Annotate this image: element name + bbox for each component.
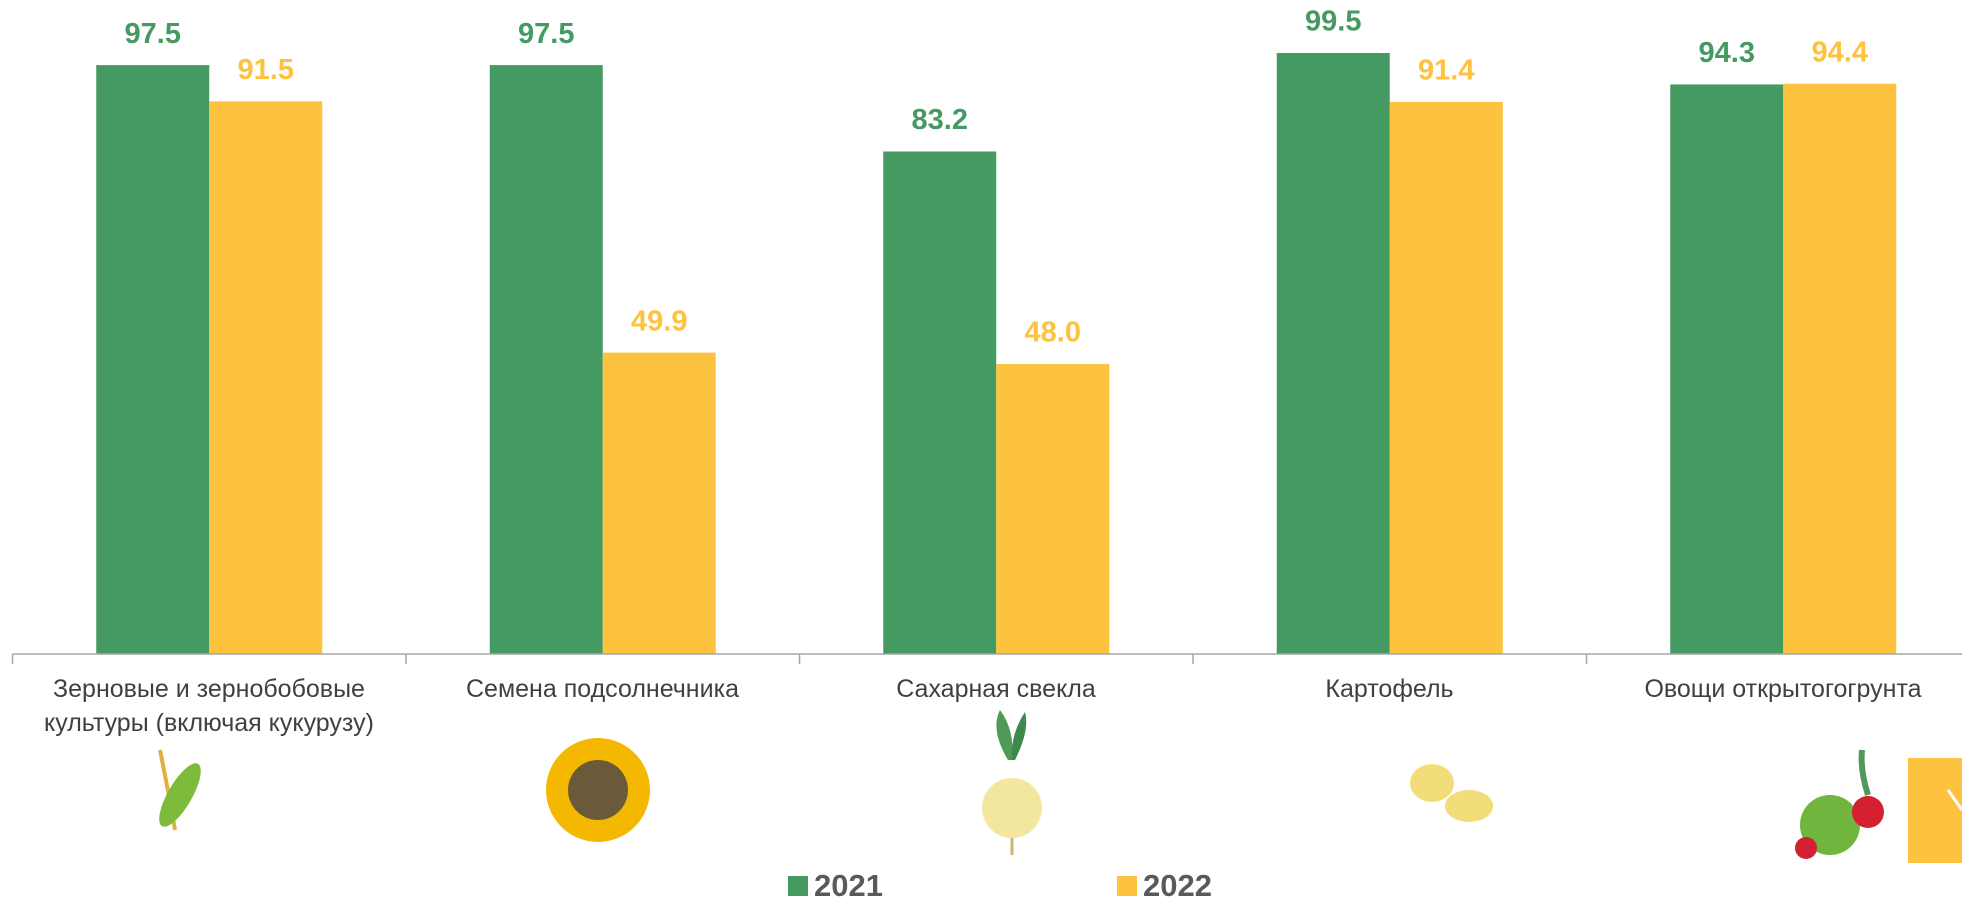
chart: 97.5 91.5 97.5 49.9 83.2 48.0 99.5 91.4 94.3 94.4… <box>0 0 1962 903</box>
value-label: 91.5 <box>238 54 294 86</box>
next-button[interactable] <box>1908 758 1962 863</box>
legend-swatch <box>1117 876 1137 896</box>
x-tick-label: Картофель <box>1193 672 1586 706</box>
x-tick-label: Овощи открытогогрунта <box>1587 672 1962 706</box>
icon-vegetables <box>1795 750 1884 859</box>
bar <box>209 101 322 654</box>
bar <box>96 65 209 654</box>
legend-label: 2022 <box>1143 868 1212 903</box>
icon-potatoes <box>1410 764 1493 822</box>
icon-beet <box>982 710 1042 855</box>
bar <box>883 151 996 654</box>
bar <box>1670 84 1783 654</box>
bar <box>490 65 603 654</box>
legend-swatch <box>788 876 808 896</box>
legend-label: 2021 <box>814 868 883 903</box>
bar <box>996 364 1109 654</box>
value-label: 91.4 <box>1418 55 1474 87</box>
value-label: 94.3 <box>1699 37 1755 69</box>
value-label: 99.5 <box>1305 6 1361 38</box>
page: 97.5 91.5 97.5 49.9 83.2 48.0 99.5 91.4 94.3 94.4… <box>0 0 1962 903</box>
bar <box>1783 84 1896 654</box>
value-label: 49.9 <box>631 305 687 337</box>
bar <box>1390 102 1503 654</box>
x-tick-label: Сахарная свекла <box>800 672 1193 706</box>
icon-sunflower <box>546 738 650 842</box>
value-label: 97.5 <box>125 18 181 50</box>
icons <box>152 710 1884 859</box>
icon-pea <box>152 758 209 832</box>
value-label: 83.2 <box>912 104 968 136</box>
bar <box>603 353 716 654</box>
value-label: 94.4 <box>1812 36 1868 68</box>
value-label: 48.0 <box>1025 317 1081 349</box>
bar <box>1277 53 1390 654</box>
x-tick-label: Зерновые и зернобобовые культуры (включа… <box>13 672 406 740</box>
value-label: 97.5 <box>518 18 574 50</box>
x-tick-label: Семена подсолнечника <box>406 672 799 706</box>
